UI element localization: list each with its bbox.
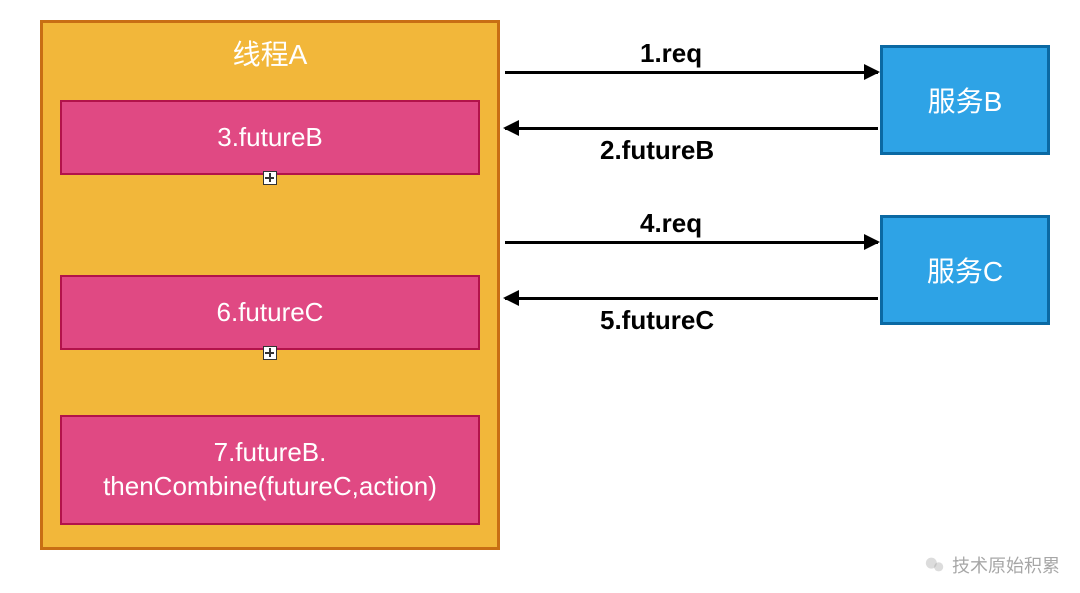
- arrow-label-4: 5.futureC: [600, 305, 714, 336]
- arrow-left-icon: [503, 120, 519, 136]
- service-box-2: 服务C: [880, 215, 1050, 325]
- thread-a-title: 线程A: [233, 33, 308, 73]
- arrow-right-icon: [864, 234, 880, 250]
- watermark: 技术原始积累: [924, 552, 1060, 578]
- arrow-left-icon: [503, 290, 519, 306]
- service-box-1: 服务B: [880, 45, 1050, 155]
- arrow-label-3: 4.req: [640, 208, 702, 239]
- arrow-label-1: 1.req: [640, 38, 702, 69]
- arrow-line: [505, 297, 878, 300]
- watermark-text: 技术原始积累: [952, 552, 1060, 578]
- thread-a-step-2: 6.futureC: [60, 275, 480, 350]
- thread-a-step-3: 7.futureB. thenCombine(futureC,action): [60, 415, 480, 525]
- thread-a-step-1: 3.futureB: [60, 100, 480, 175]
- expand-icon: [263, 171, 277, 185]
- arrow-right-icon: [864, 64, 880, 80]
- wechat-icon: [924, 554, 946, 576]
- arrow-line: [505, 71, 878, 74]
- arrow-line: [505, 241, 878, 244]
- expand-icon: [263, 346, 277, 360]
- arrow-line: [505, 127, 878, 130]
- arrow-label-2: 2.futureB: [600, 135, 714, 166]
